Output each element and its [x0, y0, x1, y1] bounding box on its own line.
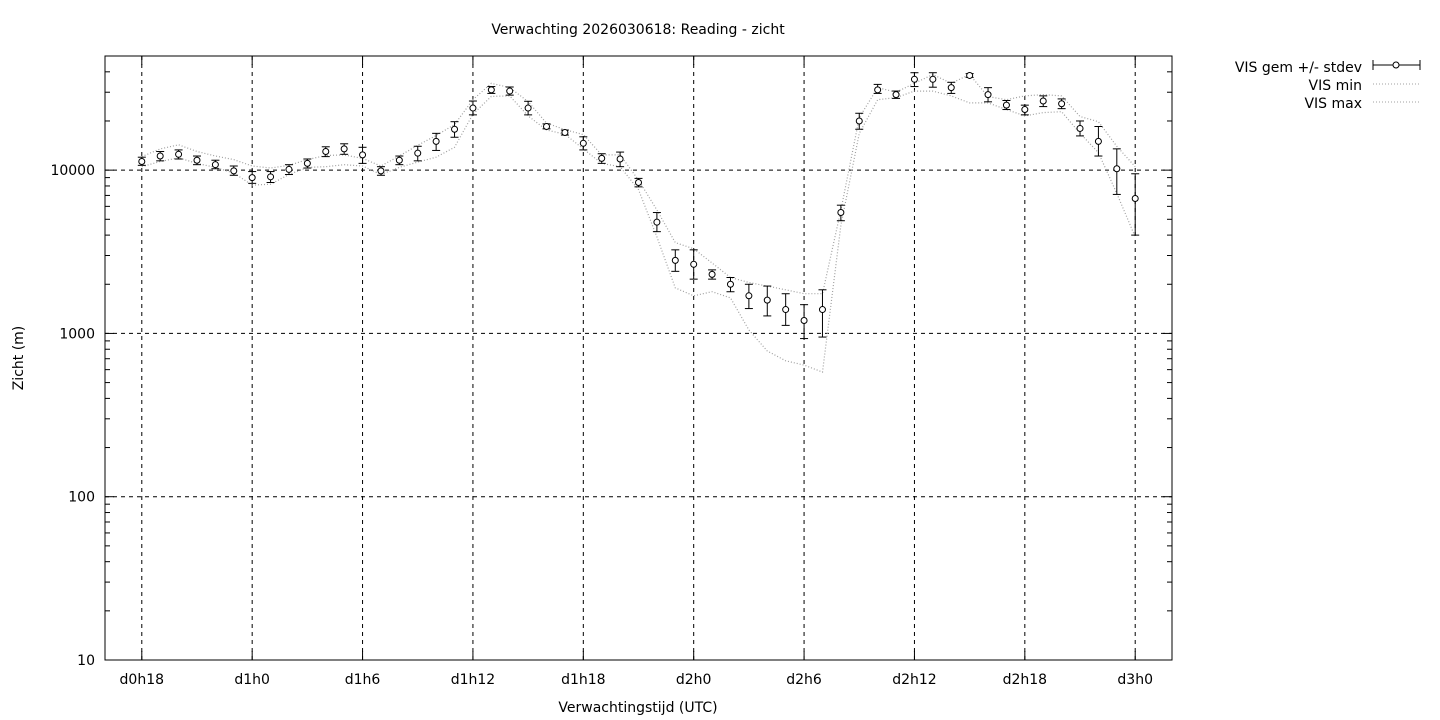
data-point-mean — [359, 151, 367, 159]
data-point-mean — [1094, 137, 1102, 145]
x-tick-label: d2h12 — [892, 672, 936, 688]
data-point-mean — [855, 117, 863, 125]
data-point-mean — [818, 306, 826, 314]
data-point-mean — [175, 150, 183, 158]
data-point-mean — [910, 75, 918, 83]
data-point-mean — [303, 159, 311, 167]
data-point-mean — [1002, 101, 1010, 109]
x-axis-ticks: d0h18 d1h0 d1h6 d1h12 d1h18 d2h0 d2h6 d2h12 d2h1… — [120, 56, 1153, 688]
data-point-mean — [800, 316, 808, 324]
data-point-mean — [929, 75, 937, 83]
x-tick-label: d3h0 — [1117, 672, 1153, 688]
data-point-mean — [340, 145, 348, 153]
data-point-mean — [561, 129, 569, 137]
x-axis-label: Verwachtingstijd (UTC) — [558, 700, 717, 716]
x-tick-label: d2h18 — [1003, 672, 1047, 688]
data-point-mean — [377, 167, 385, 175]
data-point-mean — [763, 296, 771, 304]
data-point-mean — [1058, 100, 1066, 108]
error-bars — [137, 72, 1140, 340]
data-point-mean — [432, 137, 440, 145]
series-lines — [141, 73, 1136, 373]
legend: VIS gem +/- stdev VIS min VIS max — [1235, 60, 1421, 112]
error-bar — [1131, 173, 1140, 236]
data-point-mean — [322, 148, 330, 156]
x-tick-label: d0h18 — [120, 672, 164, 688]
data-point-mean — [414, 149, 422, 157]
data-point-mean — [156, 152, 164, 160]
data-point-mean — [524, 104, 532, 112]
data-point-mean — [726, 280, 734, 288]
x-tick-label: d1h12 — [451, 672, 495, 688]
data-point-mean — [1113, 165, 1121, 173]
x-tick-label: d2h6 — [786, 672, 822, 688]
data-point-mean — [506, 87, 514, 95]
data-point-mean — [543, 123, 551, 131]
data-point-mean — [782, 306, 790, 314]
y-tick-label: 10000 — [50, 163, 95, 179]
data-point-mean — [690, 260, 698, 268]
y-axis-label: Zicht (m) — [11, 326, 27, 391]
data-point-mean — [138, 157, 146, 165]
data-point-mean — [653, 218, 661, 226]
data-point-mean — [635, 178, 642, 186]
data-point-mean — [469, 104, 477, 112]
x-tick-label: d1h0 — [234, 672, 270, 688]
data-point-mean — [892, 91, 900, 99]
series-line-vis-min — [141, 90, 1136, 373]
data-point-mean — [837, 209, 845, 217]
data-point-mean — [579, 139, 587, 147]
data-point-mean — [285, 165, 293, 173]
data-point-mean — [671, 256, 679, 264]
y-tick-label: 1000 — [59, 326, 95, 342]
data-point-mean — [267, 173, 275, 181]
data-point-mean — [395, 156, 403, 164]
data-point-mean — [211, 161, 219, 169]
legend-sample-mean — [1372, 60, 1421, 70]
legend-label-max: VIS max — [1304, 96, 1362, 112]
data-point-mean — [966, 71, 974, 79]
legend-label-mean: VIS gem +/- stdev — [1235, 60, 1362, 76]
grid-lines — [105, 56, 1172, 660]
data-point-mean — [1021, 106, 1029, 114]
data-point-mean — [984, 91, 992, 99]
data-point-mean — [451, 125, 459, 133]
y-axis-ticks: 10 100 1000 10000 — [50, 163, 1172, 669]
data-point-mean — [598, 154, 606, 162]
x-tick-label: d1h18 — [561, 672, 605, 688]
data-point-mean — [745, 292, 753, 300]
data-point-mean — [487, 86, 495, 94]
data-point-mean — [230, 167, 238, 175]
data-point-mean — [616, 155, 624, 163]
y-tick-label: 100 — [68, 490, 95, 506]
chart-title: Verwachting 2026030618: Reading - zicht — [491, 22, 785, 38]
data-point-mean — [1076, 124, 1084, 132]
data-point-mean — [874, 86, 882, 94]
x-tick-label: d2h0 — [676, 672, 712, 688]
data-point-mean — [248, 174, 256, 182]
x-tick-label: d1h6 — [345, 672, 381, 688]
minor-ticks — [105, 55, 1172, 612]
data-point-mean — [1131, 195, 1139, 203]
data-points — [138, 71, 1139, 324]
legend-label-min: VIS min — [1309, 78, 1362, 94]
data-point-mean — [1039, 97, 1047, 105]
data-point-mean — [947, 84, 955, 92]
error-bar — [818, 289, 827, 338]
data-point-mean — [708, 270, 716, 278]
plot-area-frame — [104, 55, 1173, 661]
data-point-mean — [193, 156, 201, 164]
y-tick-label: 10 — [77, 653, 95, 669]
